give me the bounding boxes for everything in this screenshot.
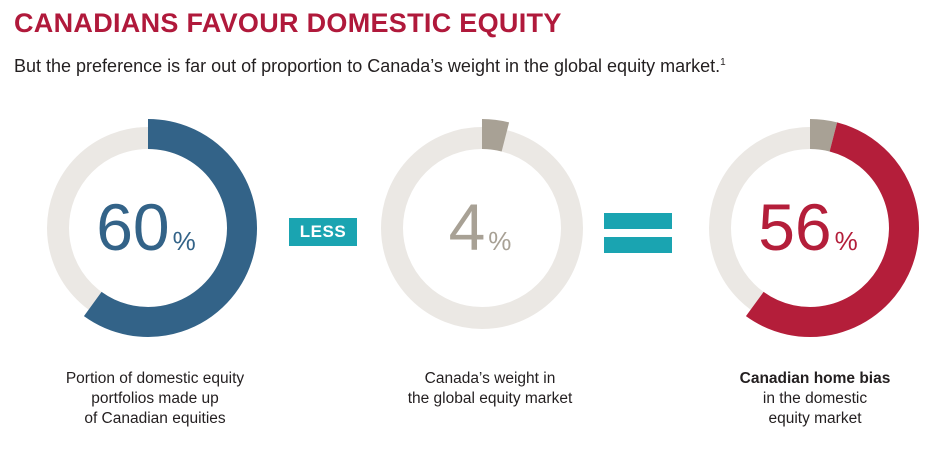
caption-line: in the domestic: [762, 390, 868, 407]
donut-segment: [745, 122, 919, 337]
value-number: 4: [449, 190, 486, 264]
caption-line: portfolios made up: [91, 390, 219, 407]
less-operator: LESS: [289, 218, 357, 246]
footnote-marker: 1: [720, 57, 726, 68]
value-unit: %: [835, 226, 858, 256]
equals-bar-bottom: [604, 237, 672, 253]
value-unit: %: [488, 226, 511, 256]
donut-segment: [481, 118, 510, 152]
donut-value-label: 60%: [96, 190, 196, 264]
value-number: 60: [96, 190, 169, 264]
page-subtitle: But the preference is far out of proport…: [14, 56, 726, 77]
page-title: CANADIANS FAVOUR DOMESTIC EQUITY: [14, 8, 562, 38]
caption-line: Canada’s weight in: [424, 370, 556, 387]
donut-segment-global-weight: [809, 118, 838, 152]
caption-bold-line: Canadian home bias: [739, 370, 891, 387]
caption-domestic-portion: Portion of domestic equity portfolios ma…: [40, 369, 270, 429]
caption-line: equity market: [768, 410, 862, 427]
donut-value-label: 4%: [449, 190, 512, 264]
caption-home-bias: Canadian home bias in the domestic equit…: [700, 369, 930, 429]
caption-line: Portion of domestic equity: [65, 370, 245, 387]
donut-track: [381, 127, 583, 329]
donut-value-label: 56%: [758, 190, 858, 264]
caption-line: of Canadian equities: [84, 410, 226, 427]
equals-bar-top: [604, 213, 672, 229]
caption-canada-weight: Canada’s weight in the global equity mar…: [375, 369, 605, 409]
donut-segment: [83, 119, 257, 337]
caption-line: the global equity market: [407, 390, 573, 407]
value-unit: %: [173, 226, 196, 256]
subtitle-text: But the preference is far out of proport…: [14, 56, 721, 76]
value-number: 56: [758, 190, 831, 264]
